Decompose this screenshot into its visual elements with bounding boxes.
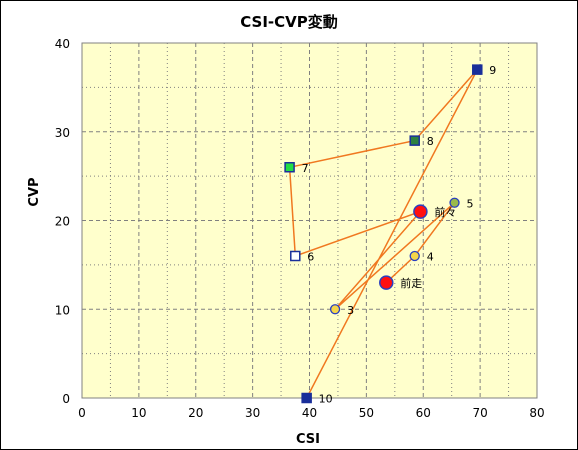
data-point-marker [290, 250, 301, 262]
y-tick-label: 0 [62, 392, 70, 406]
data-point-label: 10 [319, 393, 333, 406]
y-tick-labels: 0 10 20 30 40 [55, 37, 70, 406]
data-point-marker [472, 64, 483, 75]
chart-title: CSI-CVP変動 [240, 13, 338, 31]
data-point-marker [409, 250, 420, 262]
data-point-label: 8 [427, 135, 434, 148]
y-tick-label: 20 [55, 215, 70, 229]
x-tick-label: 10 [131, 406, 146, 420]
y-tick-label: 30 [55, 126, 70, 140]
data-labels: 10 9 8 7 6 前々 3 5 4 前走 [302, 64, 497, 405]
x-tick-label: 20 [188, 406, 203, 420]
x-tick-label: 30 [245, 406, 260, 420]
data-point-marker [413, 204, 428, 219]
x-tick-labels: 0 10 20 30 40 50 60 70 80 [78, 406, 544, 420]
data-point-marker [284, 162, 295, 173]
data-point-marker [409, 135, 420, 146]
x-tick-label: 80 [529, 406, 544, 420]
data-point-label: 3 [347, 304, 354, 317]
x-tick-label: 70 [472, 406, 487, 420]
data-point-label: 9 [489, 64, 496, 77]
data-markers [284, 64, 483, 404]
data-point-label: 4 [427, 251, 434, 264]
y-axis-label: CVP [27, 177, 42, 206]
grid-lines [82, 43, 537, 398]
x-axis-label: CSI [296, 432, 320, 447]
data-point-marker [449, 197, 460, 208]
data-point-marker [329, 304, 341, 315]
x-tick-label: 60 [416, 406, 431, 420]
data-point-marker [301, 392, 312, 404]
x-tick-label: 50 [359, 406, 374, 420]
y-tick-label: 40 [55, 37, 70, 51]
x-tick-label: 0 [78, 406, 86, 420]
data-point-label: 前走 [400, 276, 422, 290]
series-line [288, 69, 478, 399]
data-point-marker [379, 275, 394, 290]
data-point-label: 6 [307, 251, 314, 264]
data-point-label: 5 [467, 197, 474, 210]
y-tick-label: 10 [55, 303, 70, 317]
x-tick-label: 40 [302, 406, 317, 420]
data-point-label: 7 [302, 162, 309, 175]
data-point-label: 前々 [434, 205, 456, 219]
